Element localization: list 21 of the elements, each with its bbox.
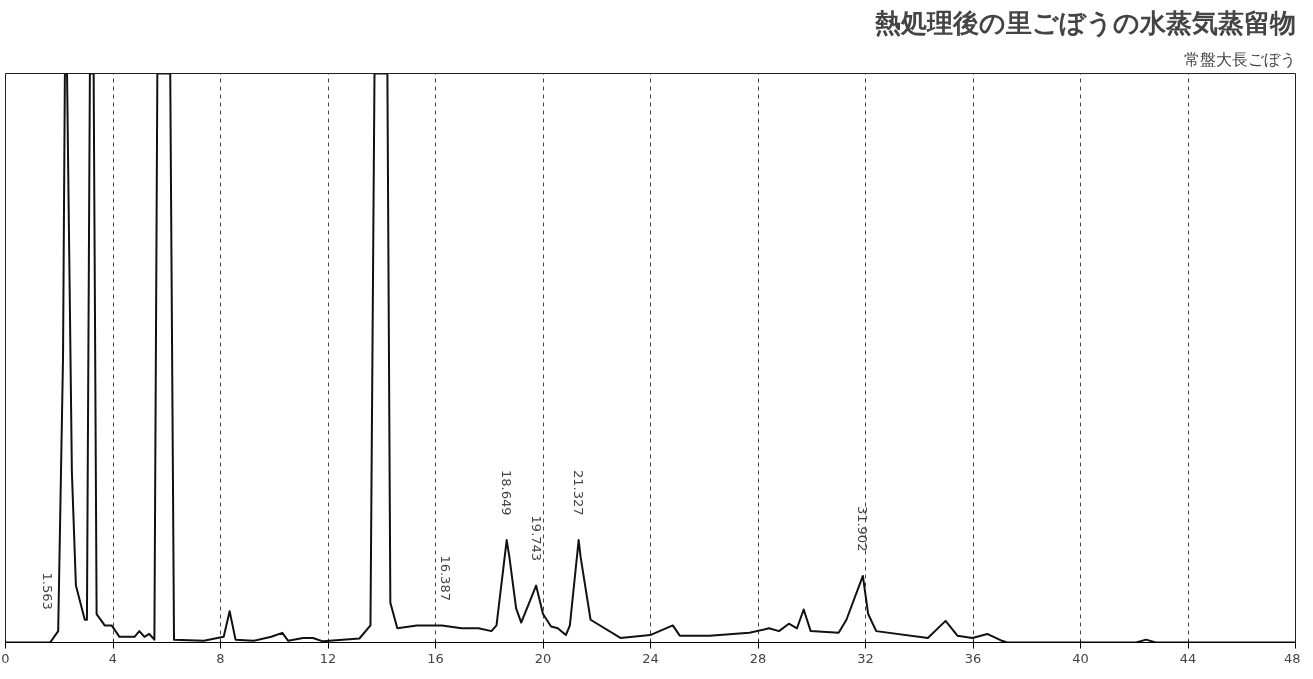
annotation: 18.649 [499,470,515,516]
x-tick-label: 44 [1179,650,1197,666]
chart-subtitle: 常盤大長ごぼう [1183,49,1296,69]
x-tick-label: 16 [427,650,444,666]
x-tick-label: 24 [642,650,659,666]
annotation: 16.387 [438,555,454,601]
x-tick-label: 32 [857,650,874,666]
chart-title: 熱処理後の里ごぼうの水蒸気蒸留物 [873,7,1296,38]
x-tick-label: 12 [319,650,337,666]
x-tick-label: 28 [749,650,767,666]
x-tick-label: 48 [1283,650,1301,666]
x-tick-label: 4 [108,650,118,666]
x-tick-label: 20 [534,650,552,666]
annotation: 1.563 [40,572,56,610]
x-tick-label: 36 [964,650,982,666]
annotation: 21.327 [571,470,587,516]
annotation: 31.902 [855,505,871,552]
annotation: 19.743 [528,515,544,562]
x-tick-label: 8 [216,650,225,666]
x-tick-label: 0 [1,650,10,666]
x-tick-label: 40 [1072,650,1089,666]
